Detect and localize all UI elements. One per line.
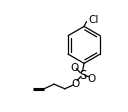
Text: S: S — [79, 68, 86, 81]
Text: O: O — [70, 63, 78, 73]
Text: Cl: Cl — [88, 15, 98, 25]
Text: O: O — [71, 78, 80, 88]
Text: O: O — [87, 73, 95, 83]
